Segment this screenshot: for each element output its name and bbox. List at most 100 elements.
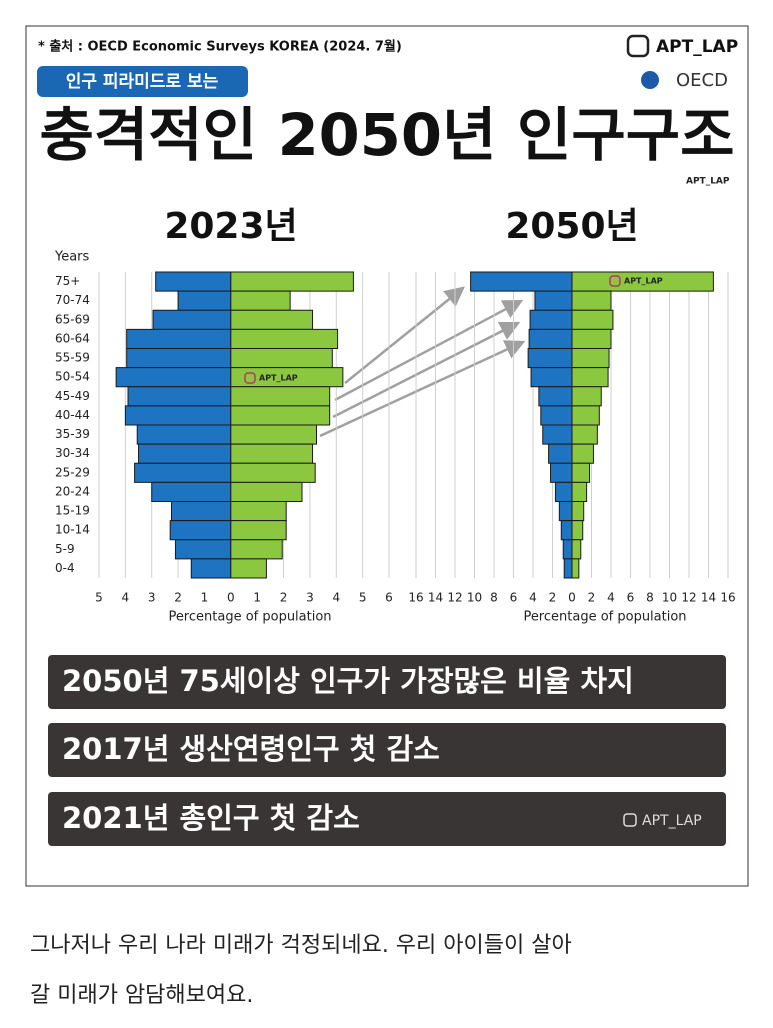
- bar: [558, 501, 573, 522]
- arrows: [319, 286, 526, 438]
- y-tick-label: 35-39: [55, 427, 90, 441]
- chart-title: 2050년: [505, 206, 638, 247]
- x-tick-label: 8: [646, 591, 654, 605]
- x-tick-label: 12: [447, 591, 462, 605]
- x-tick-label: 12: [681, 591, 696, 605]
- x-tick-label: 3: [148, 591, 156, 605]
- bar: [230, 558, 267, 579]
- bar: [230, 443, 314, 464]
- bar: [230, 520, 287, 541]
- bar: [127, 386, 232, 407]
- bar: [230, 348, 333, 369]
- x-tick-label: 16: [408, 591, 423, 605]
- bar: [571, 558, 580, 579]
- bar: [177, 290, 232, 311]
- bar: [230, 328, 339, 349]
- x-tick-label: 16: [720, 591, 735, 605]
- watermark: APT_LAP: [642, 813, 702, 829]
- oecd-logo: OECD: [676, 70, 728, 91]
- bar: [554, 481, 573, 502]
- bar: [571, 501, 585, 522]
- bar: [571, 424, 598, 445]
- note-box: [48, 723, 726, 777]
- x-tick-label: 5: [95, 591, 103, 605]
- bar: [126, 328, 232, 349]
- notes: 2050년 75세이상 인구가 가장많은 비율 차지 2017년 생산연령인구 첫…: [48, 655, 726, 846]
- bar: [230, 405, 331, 426]
- bar: [151, 481, 232, 502]
- y-tick-label: 55-59: [55, 351, 90, 365]
- bar: [571, 481, 588, 502]
- bar: [230, 424, 317, 445]
- bar: [571, 367, 609, 388]
- x-tick-label: 0: [568, 591, 576, 605]
- bar: [571, 290, 612, 311]
- y-tick-label: 15-19: [55, 504, 90, 518]
- bar: [230, 462, 316, 483]
- chart-title: 2023년: [164, 206, 297, 247]
- bar: [560, 520, 573, 541]
- bar: [562, 539, 573, 560]
- bar: [115, 367, 232, 388]
- bar: [571, 443, 594, 464]
- x-tick-label: 1: [253, 591, 261, 605]
- y-tick-label: 65-69: [55, 312, 90, 326]
- x-tick-label: 6: [627, 591, 635, 605]
- bar: [230, 290, 291, 311]
- bar: [155, 271, 232, 292]
- bar: [571, 462, 591, 483]
- bar: [529, 309, 573, 330]
- note-text: 2021년 총인구 첫 감소: [62, 801, 360, 835]
- bar: [230, 539, 283, 560]
- y-tick-label: 45-49: [55, 389, 90, 403]
- y-tick-label: 5-9: [55, 542, 75, 556]
- y-tick-label: 10-14: [55, 523, 90, 537]
- x-axis-label: Percentage of population: [168, 610, 331, 625]
- bar: [534, 290, 573, 311]
- y-tick-label: 70-74: [55, 293, 90, 307]
- x-tick-label: 10: [467, 591, 482, 605]
- source: * 출처 : OECD Economic Surveys KOREA (2024…: [38, 39, 402, 55]
- y-tick-label: 60-64: [55, 331, 90, 345]
- y-axis-label: Years: [54, 250, 90, 265]
- x-tick-label: 10: [662, 591, 677, 605]
- bar: [571, 520, 584, 541]
- badge: 인구 피라미드로 보는: [66, 72, 219, 92]
- watermark: APT_LAP: [624, 277, 663, 286]
- bar: [470, 271, 573, 292]
- bar: [540, 405, 573, 426]
- x-tick-label: 4: [607, 591, 615, 605]
- insta-icon: [609, 275, 621, 287]
- caption-line-2: 갈 미래가 암담해보여요.: [30, 983, 253, 1008]
- note-text: 2050년 75세이상 인구가 가장많은 비율 차지: [62, 664, 634, 698]
- x-tick-label: 4: [529, 591, 537, 605]
- bar: [571, 539, 582, 560]
- oecd-icon: [641, 71, 659, 89]
- y-tick-label: 30-34: [55, 446, 90, 460]
- bar: [571, 348, 610, 369]
- insta-icon: [623, 813, 637, 827]
- x-tick-label: 2: [174, 591, 182, 605]
- x-tick-label: 3: [306, 591, 314, 605]
- x-tick-label: 4: [122, 591, 130, 605]
- bar: [230, 271, 354, 292]
- x-tick-label: 6: [510, 591, 518, 605]
- bar: [571, 405, 600, 426]
- x-tick-label: 14: [701, 591, 716, 605]
- bar: [548, 443, 573, 464]
- x-tick-label: 1: [201, 591, 209, 605]
- bar: [571, 309, 614, 330]
- bar: [136, 424, 232, 445]
- x-tick-label: 0: [227, 591, 235, 605]
- bar: [190, 558, 232, 579]
- bar: [124, 405, 232, 426]
- bar: [571, 386, 602, 407]
- bar: [528, 328, 573, 349]
- badge-bg: [37, 66, 248, 97]
- bar: [550, 462, 573, 483]
- x-tick-label: 2: [280, 591, 288, 605]
- watermark: APT_LAP: [259, 374, 298, 383]
- x-axis-label: Percentage of population: [523, 610, 686, 625]
- x-tick-label: 2: [549, 591, 557, 605]
